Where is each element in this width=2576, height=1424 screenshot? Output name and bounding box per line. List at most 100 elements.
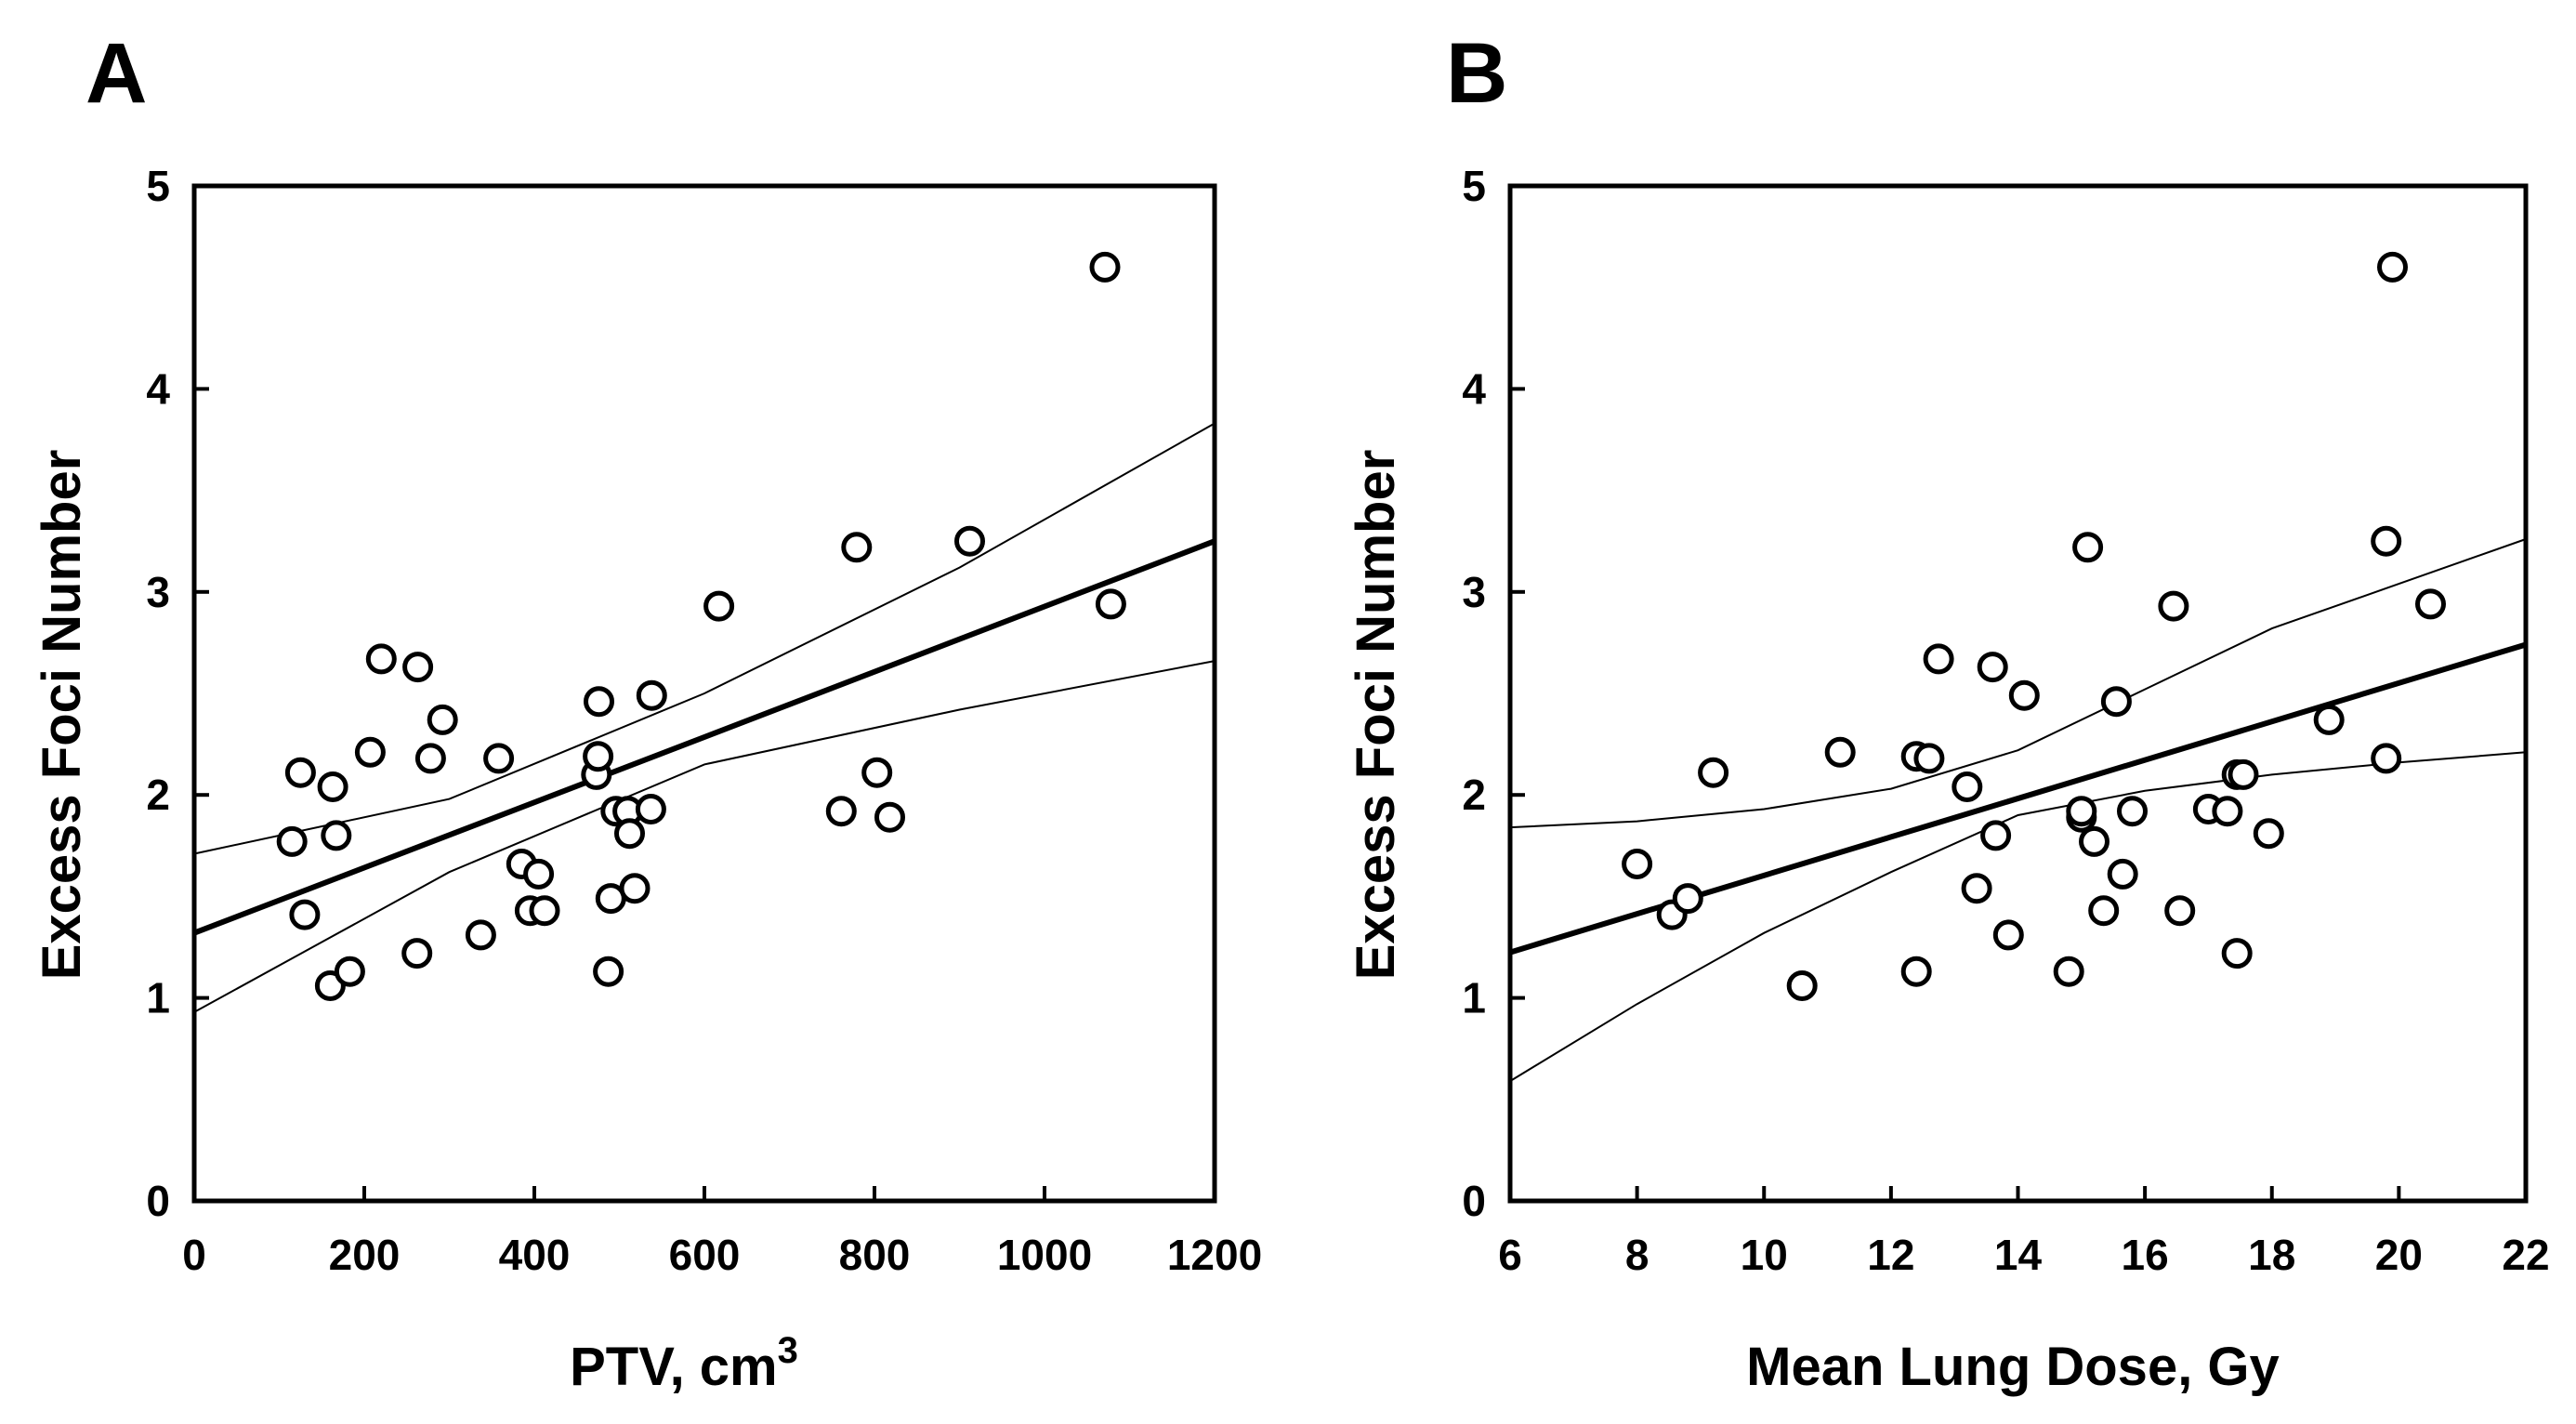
panel-b-y-tick-label: 0 bbox=[1462, 1177, 1486, 1225]
panel-a-y-tick-label: 3 bbox=[146, 568, 170, 616]
panel-a-points bbox=[276, 251, 1126, 1001]
panel-a-y-tick-label: 2 bbox=[146, 771, 170, 819]
panel-b-x-tick-label: 6 bbox=[1498, 1231, 1522, 1279]
panel-b-data-point bbox=[2164, 895, 2196, 927]
panel-b-confidence-band bbox=[1509, 538, 2527, 1082]
panel-a-y-tick-label: 1 bbox=[146, 974, 170, 1022]
panel-b-data-point bbox=[1824, 736, 1856, 768]
panel-b-data-point bbox=[1913, 743, 1945, 774]
panel-b-data-point bbox=[1992, 919, 2024, 951]
panel-a: A 0 200 400 600 800 1000 1200 0 1 2 3 4 5 PTV, cm3 E… bbox=[32, 26, 1262, 1397]
panel-b-data-point bbox=[2088, 895, 2120, 927]
panel-a-data-point bbox=[874, 801, 905, 833]
panel-b-data-point bbox=[2415, 588, 2446, 620]
panel-a-data-point bbox=[354, 736, 386, 768]
panel-a-data-point bbox=[1089, 251, 1121, 283]
panel-b-ci-lower-line bbox=[1509, 751, 2527, 1082]
panel-a-data-point bbox=[825, 796, 857, 827]
panel-a-data-point bbox=[619, 873, 651, 904]
panel-a-data-point bbox=[861, 757, 893, 788]
panel-b-data-point bbox=[1980, 820, 2012, 851]
panel-b-x-axis-label: Mean Lung Dose, Gy bbox=[1746, 1337, 2280, 1397]
panel-a-data-point bbox=[523, 858, 555, 890]
panel-a-data-point bbox=[334, 956, 365, 987]
panel-a-data-point bbox=[317, 771, 348, 802]
panel-a-fit bbox=[192, 538, 1216, 936]
panel-b-ci-upper-line bbox=[1509, 538, 2527, 829]
panel-b-x-tick-label: 16 bbox=[2122, 1231, 2169, 1279]
panel-b-data-point bbox=[2158, 590, 2189, 622]
panel-a-data-point bbox=[427, 704, 458, 735]
panel-a-data-point bbox=[483, 743, 515, 774]
panel-a-data-point bbox=[703, 590, 735, 622]
panel-b-data-point bbox=[1698, 757, 1729, 788]
panel-a-data-point bbox=[954, 525, 985, 557]
panel-a-ci-lower-line bbox=[193, 660, 1216, 1013]
panel-a-data-point bbox=[321, 820, 352, 851]
panel-a-ci-upper-line bbox=[193, 422, 1216, 855]
panel-b-data-point bbox=[2212, 796, 2243, 827]
panel-a-y-axis-label: Excess Foci Number bbox=[32, 450, 92, 981]
panel-a-data-point bbox=[289, 899, 321, 930]
panel-a-y-tick-label: 0 bbox=[146, 1177, 170, 1225]
panel-b-letter: B bbox=[1446, 26, 1507, 121]
panel-a-x-tick-label: 600 bbox=[669, 1231, 741, 1279]
panel-a-ticks: 0 200 400 600 800 1000 1200 0 1 2 3 4 5 bbox=[146, 162, 1262, 1279]
panel-a-x-tick-label: 0 bbox=[182, 1231, 206, 1279]
panel-a-data-point bbox=[276, 825, 308, 857]
panel-b-data-point bbox=[2008, 679, 2040, 711]
panel-b-points bbox=[1622, 251, 2446, 1001]
panel-a-plot-frame bbox=[191, 183, 1217, 1204]
panel-a-x-tick-label: 1200 bbox=[1167, 1231, 1262, 1279]
panel-a-data-point bbox=[614, 818, 645, 850]
panel-a-y-tick-label: 5 bbox=[146, 162, 170, 210]
panel-a-data-point bbox=[583, 741, 614, 772]
panel-a-data-point bbox=[584, 686, 614, 718]
panel-b-data-point bbox=[1961, 873, 1992, 904]
panel-a-data-point bbox=[401, 938, 433, 969]
panel-b-data-point bbox=[2107, 858, 2138, 890]
panel-b-data-point bbox=[2313, 704, 2345, 735]
panel-b-data-point bbox=[2377, 251, 2408, 283]
panel-b-data-point bbox=[2072, 532, 2104, 563]
panel-b-y-tick-label: 3 bbox=[1462, 568, 1486, 616]
panel-a-data-point bbox=[284, 757, 316, 788]
panel-b-y-tick-label: 2 bbox=[1462, 771, 1486, 819]
panel-a-data-point bbox=[529, 895, 560, 927]
panel-a-data-point bbox=[636, 679, 667, 711]
panel-a-regression-line bbox=[192, 538, 1216, 936]
panel-b-data-point bbox=[1900, 956, 1932, 987]
panel-b-x-tick-label: 12 bbox=[1867, 1231, 1914, 1279]
panel-b-x-tick-label: 20 bbox=[2375, 1231, 2423, 1279]
panel-b-data-point bbox=[1672, 883, 1703, 915]
panel-a-x-axis-label: PTV, cm3 bbox=[570, 1330, 798, 1397]
panel-b-data-point bbox=[1622, 849, 1653, 879]
panel-a-x-tick-label: 800 bbox=[839, 1231, 911, 1279]
panel-b-data-point bbox=[1786, 970, 1818, 1001]
panel-a-x-tick-label: 400 bbox=[499, 1231, 571, 1279]
panel-a-data-point bbox=[414, 743, 446, 774]
panel-a-data-point bbox=[365, 643, 397, 675]
panel-b-y-tick-label: 1 bbox=[1462, 974, 1486, 1022]
panel-b-plot-frame bbox=[1507, 183, 2529, 1204]
panel-a-x-tick-label: 1000 bbox=[997, 1231, 1092, 1279]
panel-b-x-tick-label: 14 bbox=[1994, 1231, 2043, 1279]
panel-b-x-tick-label: 10 bbox=[1741, 1231, 1788, 1279]
panel-a-data-point bbox=[402, 652, 434, 683]
panel-b-data-point bbox=[2117, 796, 2148, 827]
panel-a-letter: A bbox=[85, 26, 147, 121]
panel-b-y-tick-label: 5 bbox=[1462, 162, 1486, 210]
panel-a-data-point bbox=[841, 532, 873, 563]
panel-a-y-tick-label: 4 bbox=[146, 364, 170, 413]
panel-b-x-tick-label: 22 bbox=[2502, 1231, 2549, 1279]
panel-a-data-point bbox=[1095, 588, 1126, 620]
panel-b-data-point bbox=[2079, 825, 2109, 857]
panel-a-confidence-band bbox=[193, 422, 1216, 1013]
panel-b-x-tick-label: 18 bbox=[2248, 1231, 2295, 1279]
panel-a-data-point bbox=[465, 919, 496, 951]
panel-b-data-point bbox=[2100, 686, 2132, 718]
panel-b-data-point bbox=[2228, 758, 2259, 790]
